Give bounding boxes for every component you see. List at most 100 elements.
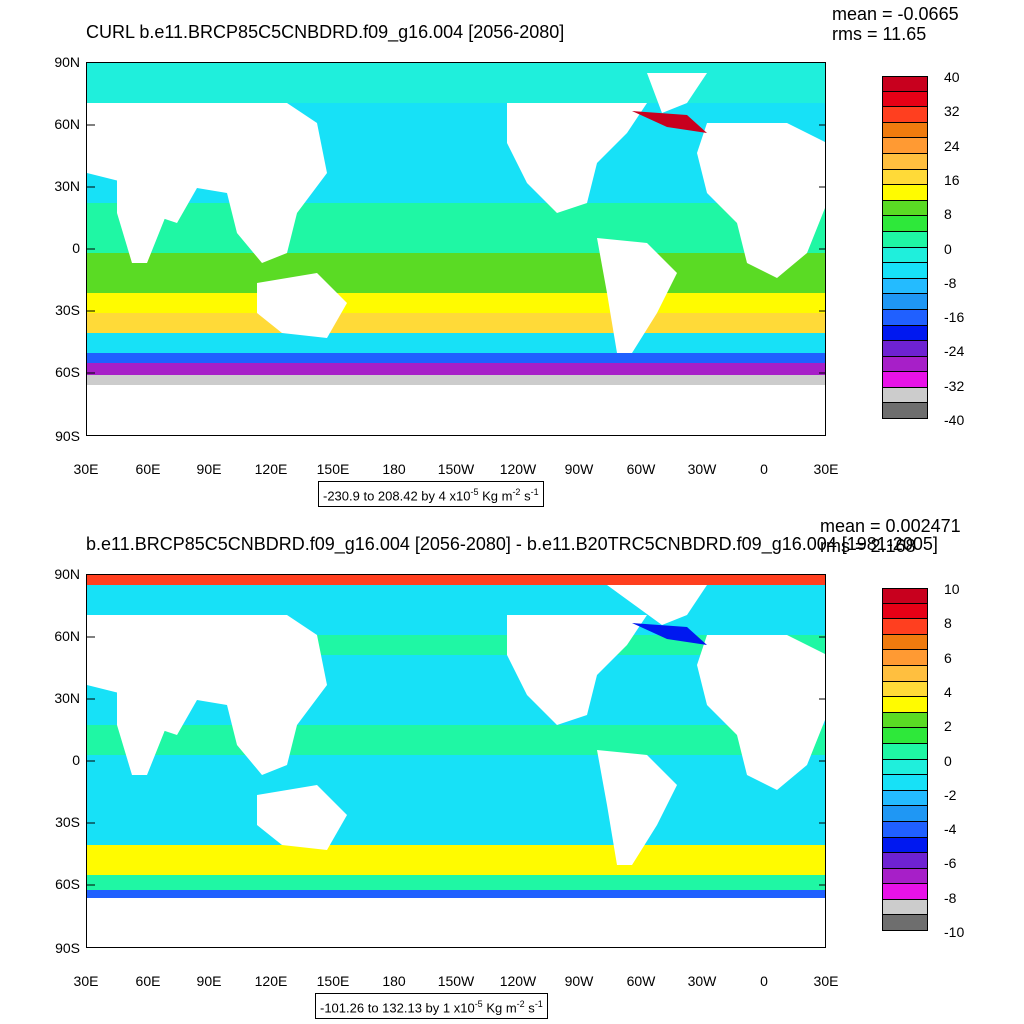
colorbar-label: -10 xyxy=(944,924,965,940)
colorbar-swatch xyxy=(882,309,928,326)
colorbar-label: -40 xyxy=(944,412,965,428)
lon-label-90e: 90E xyxy=(196,973,222,989)
lon-label-90w: 90W xyxy=(564,973,594,989)
lon-label-120e: 120E xyxy=(254,973,288,989)
colorbar-swatch xyxy=(882,915,928,932)
colorbar-label: 32 xyxy=(944,103,960,120)
colorbar-swatch xyxy=(882,681,928,698)
colorbar-swatch xyxy=(882,263,928,279)
colorbar-swatch xyxy=(882,231,928,248)
colorbar-label: 8 xyxy=(944,206,952,223)
colorbar-label: 0 xyxy=(944,240,952,257)
lon-label-30w: 30W xyxy=(687,461,717,477)
map-plot xyxy=(86,574,826,948)
lon-label-30e-end: 30E xyxy=(813,973,839,989)
colorbar-label: -32 xyxy=(944,377,965,394)
lon-label-150w: 150W xyxy=(437,973,475,989)
lat-label-30s: 30S xyxy=(55,814,80,830)
lon-label-120w: 120W xyxy=(499,461,537,477)
map-panel-top: CURL b.e11.BRCP85C5CNBDRD.f09_g16.004 [2… xyxy=(54,4,965,508)
colorbar-swatch xyxy=(882,634,928,651)
colorbar-swatch xyxy=(882,76,928,92)
colorbar-label: 2 xyxy=(944,718,952,735)
mean-value: mean = -0.0665 xyxy=(832,4,959,24)
colorbar-swatch xyxy=(882,743,928,760)
colorbar-label: 40 xyxy=(944,69,960,85)
colorbar xyxy=(882,588,928,932)
lat-label-60s: 60S xyxy=(55,876,80,892)
colorbar-swatch xyxy=(882,216,928,232)
colorbar-label: -16 xyxy=(944,309,965,326)
mean-value: mean = 0.002471 xyxy=(820,516,961,536)
lon-label-180: 180 xyxy=(382,461,406,477)
lon-label-90e: 90E xyxy=(196,461,222,477)
lat-label-30n: 30N xyxy=(54,178,80,194)
lat-label-60s: 60S xyxy=(55,364,80,380)
colorbar-swatch xyxy=(882,806,928,822)
colorbar-swatch xyxy=(882,899,928,916)
lon-label-30e: 30E xyxy=(73,461,99,477)
panel-title: b.e11.BRCP85C5CNBDRD.f09_g16.004 [2056-2… xyxy=(86,534,938,554)
colorbar-label: 24 xyxy=(944,137,960,154)
lat-label-60n: 60N xyxy=(54,116,80,132)
lon-label-60w: 60W xyxy=(626,461,656,477)
colorbar-swatch xyxy=(882,341,928,357)
lon-label-120e: 120E xyxy=(254,461,288,477)
colorbar xyxy=(882,76,928,420)
lat-label-30n: 30N xyxy=(54,690,80,706)
colorbar-swatch xyxy=(882,278,928,295)
colorbar-swatch xyxy=(882,294,928,310)
colorbar-swatch xyxy=(882,728,928,744)
colorbar-swatch xyxy=(882,868,928,885)
colorbar-swatch xyxy=(882,325,928,342)
colorbar-label: -8 xyxy=(944,889,957,906)
contour-range-label: -101.26 to 132.13 by 1 x10-5 Kg m-2 s-1 xyxy=(315,993,548,1020)
rms-value: rms = 2.168 xyxy=(820,536,916,556)
lon-label-150e: 150E xyxy=(316,973,350,989)
colorbar-swatch xyxy=(882,665,928,682)
colorbar-swatch xyxy=(882,775,928,791)
colorbar-label: 16 xyxy=(944,171,960,188)
colorbar-swatch xyxy=(882,697,928,713)
colorbar-label: -2 xyxy=(944,786,957,803)
rms-value: rms = 11.65 xyxy=(832,24,927,44)
lon-label-30e: 30E xyxy=(73,973,99,989)
colorbar-label: 0 xyxy=(944,752,952,769)
colorbar-label: -8 xyxy=(944,274,957,291)
colorbar-swatch xyxy=(882,247,928,264)
lon-label-0: 0 xyxy=(760,973,768,989)
lat-label-60n: 60N xyxy=(54,628,80,644)
colorbar-swatch xyxy=(882,356,928,373)
lon-label-60w: 60W xyxy=(626,973,656,989)
stats-block: mean = -0.0665 rms = 11.65 xyxy=(832,4,959,44)
colorbar-swatch xyxy=(882,122,928,139)
colorbar-label: 10 xyxy=(944,581,960,597)
colorbar-swatch xyxy=(882,884,928,900)
colorbar-swatch xyxy=(882,169,928,186)
map-field xyxy=(87,63,825,435)
colorbar-swatch xyxy=(882,790,928,807)
lat-label-30s: 30S xyxy=(55,302,80,318)
lat-label-90s: 90S xyxy=(55,940,80,956)
lon-label-120w: 120W xyxy=(499,973,537,989)
colorbar-swatch xyxy=(882,619,928,635)
lat-label-90n: 90N xyxy=(54,566,80,582)
colorbar-swatch xyxy=(882,107,928,123)
colorbar-swatch xyxy=(882,712,928,729)
colorbar-swatch xyxy=(882,837,928,854)
lon-label-180: 180 xyxy=(382,973,406,989)
colorbar-label: 8 xyxy=(944,615,952,632)
lat-label-0: 0 xyxy=(72,752,80,768)
colorbar-label: -6 xyxy=(944,855,957,872)
colorbar-swatch xyxy=(882,403,928,420)
lon-label-30w: 30W xyxy=(687,973,717,989)
contour-range-label: -230.9 to 208.42 by 4 x10-5 Kg m-2 s-1 xyxy=(318,481,544,508)
lon-label-60e: 60E xyxy=(135,973,161,989)
lon-label-30e-end: 30E xyxy=(813,461,839,477)
colorbar-swatch xyxy=(882,603,928,620)
colorbar-label: -24 xyxy=(944,343,965,360)
lon-label-150w: 150W xyxy=(437,461,475,477)
colorbar-swatch xyxy=(882,650,928,666)
map-plot xyxy=(86,62,826,436)
colorbar-swatch xyxy=(882,387,928,404)
